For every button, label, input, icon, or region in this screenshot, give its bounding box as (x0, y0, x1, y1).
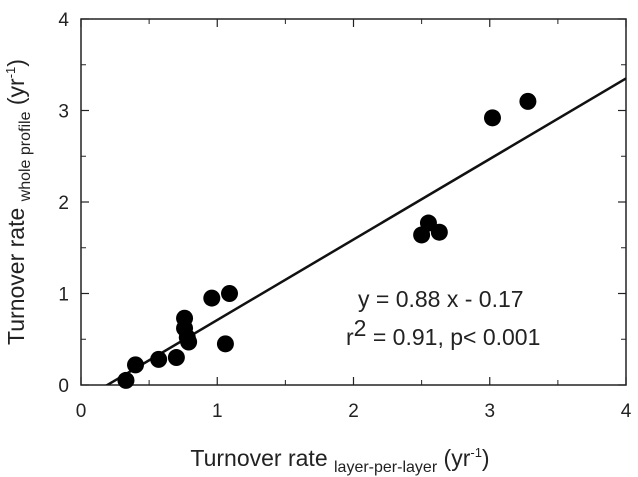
x-tick-label: 2 (348, 401, 359, 422)
label-part: (yr (3, 78, 29, 112)
point (117, 371, 135, 389)
label-part: ) (482, 445, 490, 471)
fit-line (104, 77, 626, 385)
x-axis-label: Turnover rate layer-per-layer (yr-1) (190, 445, 489, 476)
annotation-part: = 0.91, p< 0.001 (366, 324, 540, 350)
label-part: ) (3, 59, 29, 67)
label-part: -1 (3, 67, 18, 79)
point (127, 356, 144, 374)
x-tick-label: 4 (621, 401, 632, 422)
label-part: -1 (470, 445, 482, 460)
annotation-part: y = 0.88 x - 0.17 (358, 286, 524, 312)
point (519, 92, 537, 110)
annotation-part: 2 (354, 315, 367, 341)
y-tick-label: 0 (58, 376, 69, 397)
label-part: (yr (437, 445, 471, 471)
y-tick-label: 1 (58, 285, 69, 306)
annotation: y = 0.88 x - 0.17 (358, 286, 524, 312)
y-tick-label: 2 (58, 193, 69, 214)
x-tick-label: 0 (76, 401, 87, 422)
point (150, 350, 168, 368)
point (180, 333, 198, 351)
annotation-part: r (346, 324, 354, 350)
label-part: Turnover rate (3, 201, 29, 345)
x-tick-label: 3 (484, 401, 495, 422)
y-tick-label: 3 (58, 102, 69, 123)
point (221, 285, 239, 302)
x-tick-label: 1 (212, 401, 223, 422)
label-part: whole profile (17, 111, 34, 202)
y-axis-label: Turnover rate whole profile (yr-1) (3, 59, 34, 345)
point (483, 109, 501, 127)
y-tick-label: 4 (58, 10, 69, 31)
point (216, 335, 234, 353)
point (203, 289, 221, 307)
annotation: r2 = 0.91, p< 0.001 (346, 315, 540, 350)
point (430, 223, 448, 241)
label-part: Turnover rate (190, 445, 334, 471)
point (167, 349, 185, 367)
label-part: layer-per-layer (334, 459, 438, 476)
